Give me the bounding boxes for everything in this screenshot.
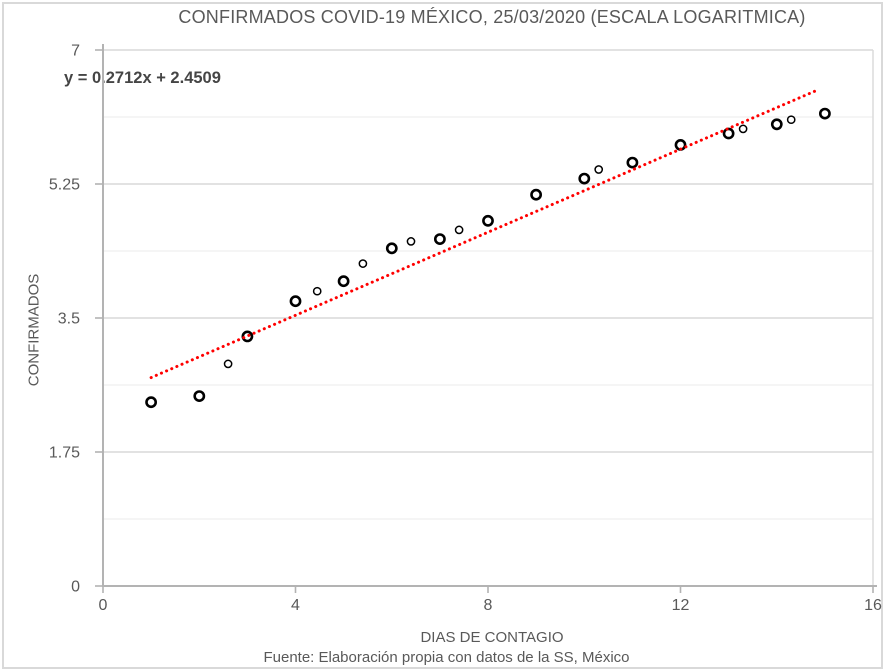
y-tick-label: 1.75 — [49, 445, 80, 462]
x-tick-label: 16 — [864, 597, 882, 614]
data-point-small — [358, 259, 368, 268]
data-point-small — [312, 286, 322, 296]
y-tick-label: 3.5 — [58, 311, 80, 328]
y-tick-label: 5.25 — [49, 177, 80, 194]
data-point-large — [626, 156, 639, 169]
data-point-large — [770, 118, 783, 131]
data-point-small — [406, 237, 416, 246]
data-point-large — [289, 295, 302, 308]
data-point-large — [337, 275, 350, 288]
data-point-large — [145, 396, 157, 409]
data-point-small — [786, 115, 796, 125]
x-axis-title: DIAS DE CONTAGIO — [420, 629, 564, 646]
data-point-large — [385, 242, 398, 255]
data-point-large — [193, 390, 206, 402]
y-tick-label: 7 — [71, 43, 80, 60]
data-point-large — [722, 127, 735, 140]
data-point-large — [433, 233, 446, 245]
x-tick-label: 12 — [672, 597, 690, 614]
data-point-small — [594, 165, 604, 174]
data-point-large — [819, 107, 831, 120]
x-tick-label: 0 — [99, 597, 108, 614]
data-point-small — [738, 124, 748, 134]
x-tick-label: 4 — [291, 597, 300, 614]
data-point-large — [578, 172, 591, 185]
x-tick-label: 8 — [484, 597, 493, 614]
source-note: Fuente: Elaboración propia con datos de … — [263, 649, 630, 666]
data-point-large — [530, 188, 542, 201]
data-point-large — [482, 214, 494, 227]
data-point-small — [454, 225, 464, 235]
trendline — [149, 89, 818, 380]
data-point-small — [223, 359, 233, 369]
chart-title: CONFIRMADOS COVID-19 MÉXICO, 25/03/2020 … — [178, 7, 806, 27]
y-tick-label: 0 — [71, 579, 80, 596]
